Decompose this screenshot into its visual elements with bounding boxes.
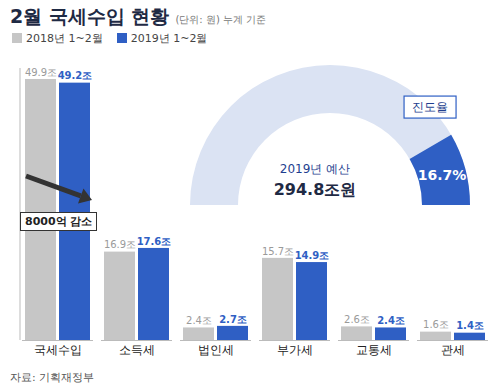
svg-text:2.7조: 2.7조 [219,314,247,325]
svg-text:16.7%: 16.7% [418,167,467,183]
svg-text:14.9조: 14.9조 [295,250,330,261]
svg-text:2.4조: 2.4조 [186,315,212,326]
svg-text:15.7조: 15.7조 [262,246,294,257]
svg-text:2019년 예산: 2019년 예산 [280,162,350,176]
html-text:8000억 감소: 8000억 감소 [25,215,93,228]
svg-text:부가세: 부가세 [277,343,313,357]
svg-text:49.9조: 49.9조 [25,67,57,78]
svg-text:진도율: 진도율 [412,100,448,114]
svg-text:관세: 관세 [441,343,465,357]
svg-text:국세수입: 국세수입 [34,343,82,357]
svg-text:16.9조: 16.9조 [104,239,136,250]
html-text:2019년 1~2월: 2019년 1~2월 [130,32,208,45]
svg-text:2.6조: 2.6조 [344,314,370,325]
svg-text:17.6조: 17.6조 [137,236,172,247]
html-text:자료: 기획재정부: 자료: 기획재정부 [10,371,95,384]
svg-text:49.2조: 49.2조 [58,70,93,81]
svg-text:소득세: 소득세 [119,343,155,357]
svg-text:법인세: 법인세 [198,343,234,357]
html-text:2018년 1~2월: 2018년 1~2월 [26,32,103,45]
svg-text:294.8조원: 294.8조원 [274,180,357,199]
html-text:2월 국세수입 현황 (단위: 원) 누계 기준: 2월 국세수입 현황 (단위: 원) 누계 기준 [10,5,267,27]
svg-text:1.4조: 1.4조 [456,320,484,331]
svg-text:교통세: 교통세 [356,343,392,357]
svg-text:1.6조: 1.6조 [423,319,449,330]
svg-text:2.4조: 2.4조 [377,315,405,326]
